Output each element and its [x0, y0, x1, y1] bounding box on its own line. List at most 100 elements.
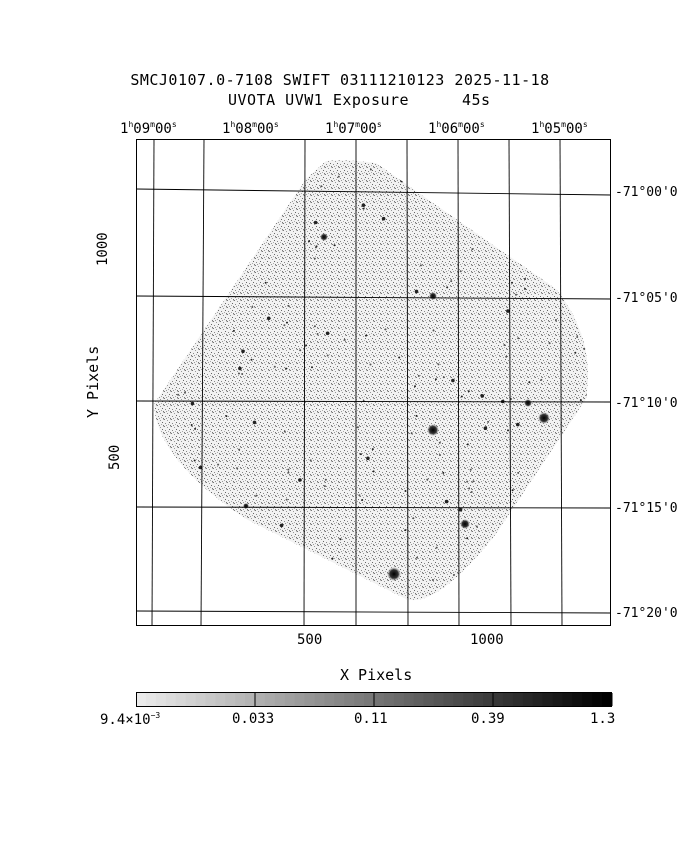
star-source	[442, 376, 445, 379]
star-source	[597, 366, 599, 368]
star-source	[466, 443, 469, 446]
star-source	[581, 214, 584, 217]
star-source	[574, 164, 577, 167]
dec-tick-label: -71°10'0	[615, 396, 678, 411]
colorbar-step	[165, 693, 177, 706]
star-source	[356, 426, 359, 429]
star-source	[172, 273, 175, 275]
star-source	[283, 183, 287, 188]
star-source	[559, 575, 562, 578]
star-source	[450, 280, 453, 283]
image-title-line2-exposure: 45s	[462, 91, 491, 109]
star-source	[438, 441, 441, 444]
star-source	[316, 333, 319, 335]
star-source	[565, 434, 568, 437]
star-source	[505, 355, 508, 358]
star-source	[511, 281, 513, 284]
star-source	[548, 342, 551, 345]
star-source	[218, 261, 221, 264]
star-source	[362, 207, 365, 210]
star-source	[506, 309, 510, 313]
star-source	[299, 142, 301, 144]
star-source	[162, 566, 165, 569]
star-source	[404, 490, 407, 492]
star-source	[189, 587, 192, 590]
ra-tick-label: 1h09m00s	[120, 120, 177, 137]
star-source	[599, 154, 601, 156]
star-source	[438, 454, 441, 456]
bright-source	[538, 412, 550, 424]
star-source	[193, 145, 195, 147]
star-source	[150, 605, 152, 607]
star-source	[534, 271, 537, 274]
star-source	[444, 499, 449, 504]
star-source	[570, 606, 574, 610]
colorbar-step	[453, 693, 464, 706]
star-source	[138, 505, 140, 507]
star-source	[489, 150, 491, 152]
star-source	[490, 169, 493, 171]
star-source	[287, 471, 290, 474]
star-source	[299, 349, 302, 352]
star-source	[417, 374, 420, 377]
star-source	[285, 498, 288, 501]
ra-tick-label: 1h05m00s	[531, 120, 588, 137]
star-source	[412, 517, 415, 520]
star-source	[192, 198, 195, 201]
star-source	[287, 468, 290, 471]
star-source	[237, 372, 240, 375]
star-source	[536, 248, 539, 251]
star-source	[177, 393, 180, 396]
star-source	[494, 561, 497, 564]
star-source	[369, 363, 372, 366]
star-source	[273, 365, 276, 368]
star-source	[446, 286, 449, 289]
star-source	[466, 589, 469, 592]
star-source	[311, 366, 313, 369]
star-source	[554, 218, 557, 221]
star-source	[400, 178, 404, 183]
colorbar-step	[592, 693, 603, 706]
star-source	[404, 529, 407, 532]
star-source	[563, 461, 567, 465]
star-source	[463, 574, 466, 577]
star-source	[337, 175, 340, 178]
star-source	[480, 394, 485, 398]
star-source	[560, 241, 565, 246]
star-source	[517, 337, 520, 340]
colorbar-step	[572, 693, 583, 706]
star-source	[528, 498, 531, 501]
star-source	[501, 153, 503, 155]
x-axis-label: X Pixels	[340, 666, 413, 684]
star-source	[466, 480, 469, 483]
colorbar-step	[383, 693, 395, 706]
star-source	[520, 189, 523, 192]
star-source	[608, 469, 610, 471]
star-source	[314, 246, 317, 249]
dec-tick-label: -71°20'0	[615, 606, 678, 621]
y-tick-label: 1000	[95, 232, 111, 266]
star-source	[555, 319, 557, 321]
star-source	[514, 536, 517, 538]
star-source	[279, 523, 284, 528]
star-source	[300, 574, 303, 577]
star-source	[577, 437, 580, 440]
star-source	[236, 467, 239, 470]
star-source	[359, 453, 362, 456]
star-source	[189, 532, 192, 535]
star-source	[534, 147, 536, 149]
star-source	[601, 522, 603, 524]
star-source	[176, 593, 178, 595]
star-source	[147, 294, 149, 296]
star-source	[339, 538, 342, 541]
star-source	[138, 262, 140, 264]
colorbar-step	[145, 693, 157, 706]
star-source	[526, 524, 531, 528]
star-source	[469, 468, 472, 471]
colorbar-step	[344, 693, 355, 706]
colorbar-label: 0.033	[232, 711, 275, 727]
star-source	[410, 432, 413, 435]
bright-source	[320, 233, 328, 241]
colorbar-step	[473, 693, 484, 706]
star-source	[586, 393, 588, 397]
